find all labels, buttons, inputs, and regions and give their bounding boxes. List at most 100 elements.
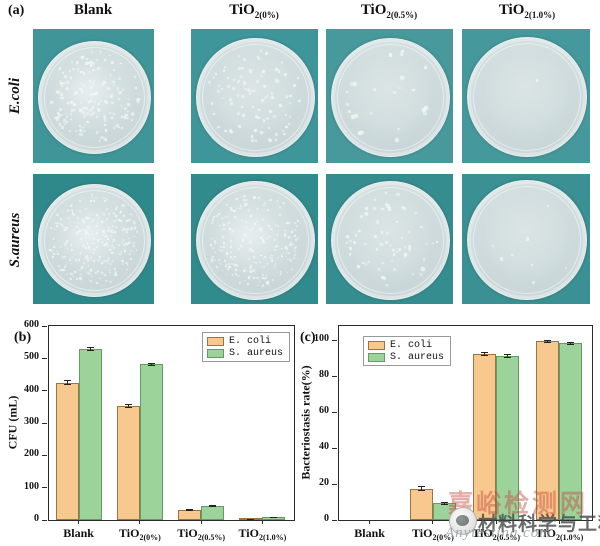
colony-dot [71,209,73,211]
colony-dot [295,239,298,242]
colony-dot [78,128,81,131]
colony-dot [70,118,73,121]
colony-dot [288,252,290,254]
colony-dot [217,210,219,212]
colony-dot [78,108,82,112]
colony-dot [95,272,97,274]
colony-dot [390,259,393,262]
colony-dot [244,196,246,199]
bar-ecoli [55,382,79,520]
colony-dot [237,111,241,115]
colony-dot [72,275,75,277]
colony-dot [60,93,63,96]
category-label-subscript: 2(0%) [139,533,161,542]
colony-dot [79,87,82,91]
colony-dot [233,231,235,233]
colony-dot [89,249,92,251]
bar-saureus [201,505,225,520]
colony-dot [126,102,130,106]
colony-dot [395,250,398,254]
colony-dot [398,248,401,251]
error-bar-cap [417,490,425,492]
colony-dot [249,241,251,243]
colony-dot [125,219,128,222]
colony-dot [284,72,287,76]
category-label-text: TiO [177,526,198,540]
petri-photo-saureus-tio2-05 [326,174,453,304]
colony-dot [225,264,228,267]
colony-dot [103,232,106,235]
colony-dot [226,273,229,276]
colony-dot [283,132,286,136]
colony-dot [121,88,124,92]
colony-dot [265,117,269,121]
colony-dot [253,223,256,226]
colony-dot [81,281,84,284]
colony-dot [58,107,62,111]
colony-dot [224,216,226,218]
colony-dot [73,103,76,106]
error-bar [420,486,422,491]
colony-dot [57,265,60,268]
colony-dot [60,96,63,99]
colony-dot [254,129,258,132]
colony-dot [55,225,59,228]
colony-dot [97,67,100,71]
colony-dot [251,105,254,108]
colony-dot [70,101,73,104]
colony-dot [109,249,111,251]
bar-saureus [559,343,583,520]
colony-dot [412,88,416,92]
colony-dot [364,212,367,216]
colony-dot [232,258,234,261]
colony-dot [84,247,87,249]
colony-dot [214,73,217,76]
y-tick-mark [42,357,47,359]
colony-dot [219,263,222,265]
colony-dot [225,263,228,266]
colony-dot [61,255,64,258]
y-tick-mark [42,390,47,392]
colony-dot [386,232,390,236]
colony-dot [373,206,377,210]
y-tick-label: 400 [24,383,39,395]
colony-dot [252,269,255,272]
colony-dot [96,222,99,225]
petri-dish [38,40,151,154]
colony-dot [107,261,109,264]
colony-dot [277,70,281,73]
colony-dot [85,208,87,210]
colony-dot [105,235,108,238]
panel-a-tag: (a) [8,3,25,18]
colony-dot [262,241,265,244]
colony-dot [230,251,232,254]
colony-dot [245,220,248,223]
colony-dot [408,245,412,249]
colony-dot [353,113,358,118]
colony-dot [60,113,64,117]
colony-dot [114,271,117,273]
colony-dot [76,226,79,229]
colony-dot [90,85,93,89]
colony-dot [260,254,262,257]
error-bar [570,342,572,345]
colony-dot [212,247,215,250]
colony-dot [254,261,256,263]
colony-dot [282,201,285,204]
colony-dot [130,118,134,122]
colony-dot [280,260,282,263]
colony-dot [377,268,380,271]
colony-dot [96,281,99,284]
colony-dot [92,62,95,65]
colony-dot [231,274,234,276]
colony-dot [63,119,66,122]
colony-dot [102,137,104,140]
colony-dot [258,197,260,200]
colony-dot [353,82,357,86]
colony-dot [290,231,293,234]
colony-dot [125,230,128,233]
colony-dot [107,226,110,229]
colony-dot [125,113,128,117]
colony-dot [244,233,246,236]
colony-dot [106,245,109,248]
